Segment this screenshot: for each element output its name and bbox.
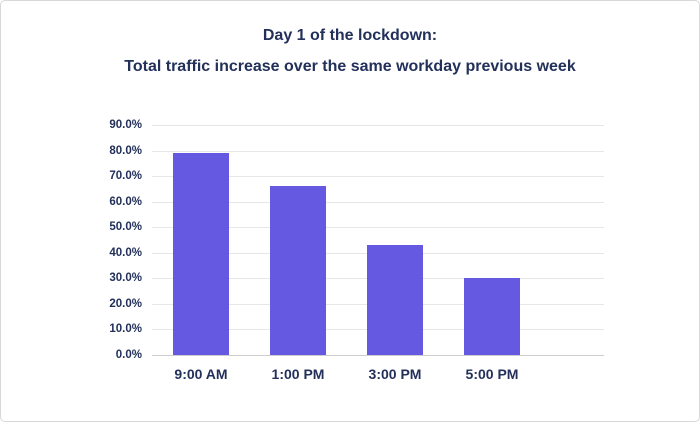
bar-1-00-pm	[270, 186, 326, 355]
x-axis-tick-label-5-00-pm: 5:00 PM	[465, 366, 519, 382]
gridline-80	[152, 150, 604, 152]
chart-title-line1: Day 1 of the lockdown:	[262, 27, 438, 44]
chart-title: Day 1 of the lockdown: Total traffic inc…	[1, 26, 699, 76]
y-axis-tick-label-90: 90.0%	[109, 119, 142, 131]
x-axis-tick-label-3-00-pm: 3:00 PM	[368, 366, 422, 382]
plot-area: 0.0% 10.0% 20.0% 30.0% 40.0% 50.0% 60.0% 70.0% 8…	[109, 119, 604, 382]
bar-9-00-am	[173, 153, 229, 355]
y-axis-tick-label-60: 60.0%	[109, 195, 142, 208]
y-axis-tick-label-40: 40.0%	[109, 246, 142, 259]
gridline-90	[152, 125, 604, 126]
y-axis-tick-label-50: 50.0%	[109, 221, 142, 234]
bar-5-00-pm	[464, 278, 520, 355]
y-axis-tick-label-80: 80.0%	[109, 144, 142, 157]
gridline-60	[152, 201, 604, 203]
y-axis-tick-label-30: 30.0%	[109, 272, 142, 285]
y-axis-tick-label-70: 70.0%	[109, 170, 142, 183]
y-axis-tick-label-20: 20.0%	[109, 297, 142, 310]
gridline-0	[152, 355, 604, 356]
gridline-70	[152, 176, 604, 178]
x-axis-tick-label-9-00-am: 9:00 AM	[174, 366, 228, 382]
x-axis-tick-label-1-00-pm: 1:00 PM	[271, 366, 325, 382]
bar-3-00-pm	[367, 245, 423, 355]
gridline-50	[152, 227, 604, 229]
chart-title-line2: Total traffic increase over the same wor…	[124, 58, 576, 75]
y-axis-tick-label-0: 0.0%	[115, 349, 142, 361]
y-axis-tick-label-10: 10.0%	[109, 323, 142, 336]
